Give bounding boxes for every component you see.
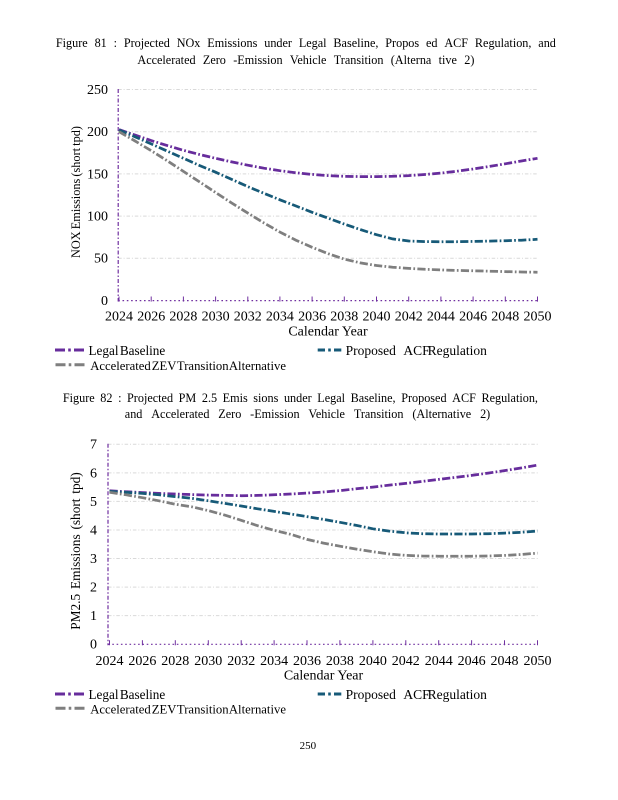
svg-text:200: 200	[87, 125, 108, 140]
svg-text:2030: 2030	[202, 309, 230, 324]
svg-text:Calendar Year: Calendar Year	[288, 325, 368, 340]
svg-text:Accelerated ZEV Transition Alt: Accelerated ZEV Transition Alternative	[90, 359, 286, 373]
svg-text:5: 5	[90, 495, 97, 510]
svg-text:4: 4	[90, 523, 97, 538]
svg-text:2036: 2036	[298, 309, 326, 324]
svg-text:2046: 2046	[459, 309, 487, 324]
svg-text:2046: 2046	[458, 654, 486, 669]
svg-text:NOX Emissions (short tpd): NOX Emissions (short tpd)	[69, 126, 83, 258]
svg-text:2048: 2048	[491, 654, 519, 669]
svg-text:2032: 2032	[227, 654, 255, 669]
svg-text:0: 0	[101, 294, 108, 309]
svg-text:6: 6	[90, 466, 97, 481]
svg-text:Calendar Year: Calendar Year	[284, 669, 364, 684]
svg-text:2024: 2024	[96, 654, 124, 669]
svg-text:2026: 2026	[128, 654, 156, 669]
svg-text:50: 50	[94, 252, 108, 267]
svg-text:2028: 2028	[169, 309, 197, 324]
svg-text:2034: 2034	[260, 654, 288, 669]
svg-text:7: 7	[90, 438, 97, 453]
svg-text:Legal Baseline: Legal Baseline	[89, 687, 166, 702]
svg-text:2040: 2040	[363, 309, 391, 324]
svg-text:3: 3	[90, 552, 97, 567]
svg-text:1: 1	[90, 609, 97, 624]
svg-text:2040: 2040	[359, 654, 387, 669]
svg-text:2024: 2024	[105, 309, 133, 324]
svg-text:2048: 2048	[491, 309, 519, 324]
svg-text:Legal Baseline: Legal Baseline	[89, 343, 166, 358]
svg-text:2042: 2042	[395, 309, 423, 324]
svg-text:2032: 2032	[234, 309, 262, 324]
svg-text:100: 100	[87, 210, 108, 225]
svg-text:2030: 2030	[194, 654, 222, 669]
svg-text:2050: 2050	[524, 654, 552, 669]
svg-text:2034: 2034	[266, 309, 294, 324]
svg-text:2036: 2036	[293, 654, 321, 669]
svg-text:2044: 2044	[425, 654, 453, 669]
svg-text:150: 150	[87, 167, 108, 182]
svg-text:PM2.5 Emissions (short tpd): PM2.5 Emissions (short tpd)	[68, 472, 83, 629]
svg-text:250: 250	[87, 83, 108, 98]
svg-text:2042: 2042	[392, 654, 420, 669]
svg-text:2044: 2044	[427, 309, 455, 324]
svg-text:2050: 2050	[524, 309, 552, 324]
svg-text:2038: 2038	[330, 309, 358, 324]
svg-text:2026: 2026	[137, 309, 165, 324]
svg-text:Accelerated ZEV Transition Alt: Accelerated ZEV Transition Alternative	[90, 702, 286, 716]
svg-text:2028: 2028	[161, 654, 189, 669]
svg-text:2038: 2038	[326, 654, 354, 669]
svg-text:2: 2	[90, 581, 97, 596]
svg-text:0: 0	[90, 638, 97, 653]
